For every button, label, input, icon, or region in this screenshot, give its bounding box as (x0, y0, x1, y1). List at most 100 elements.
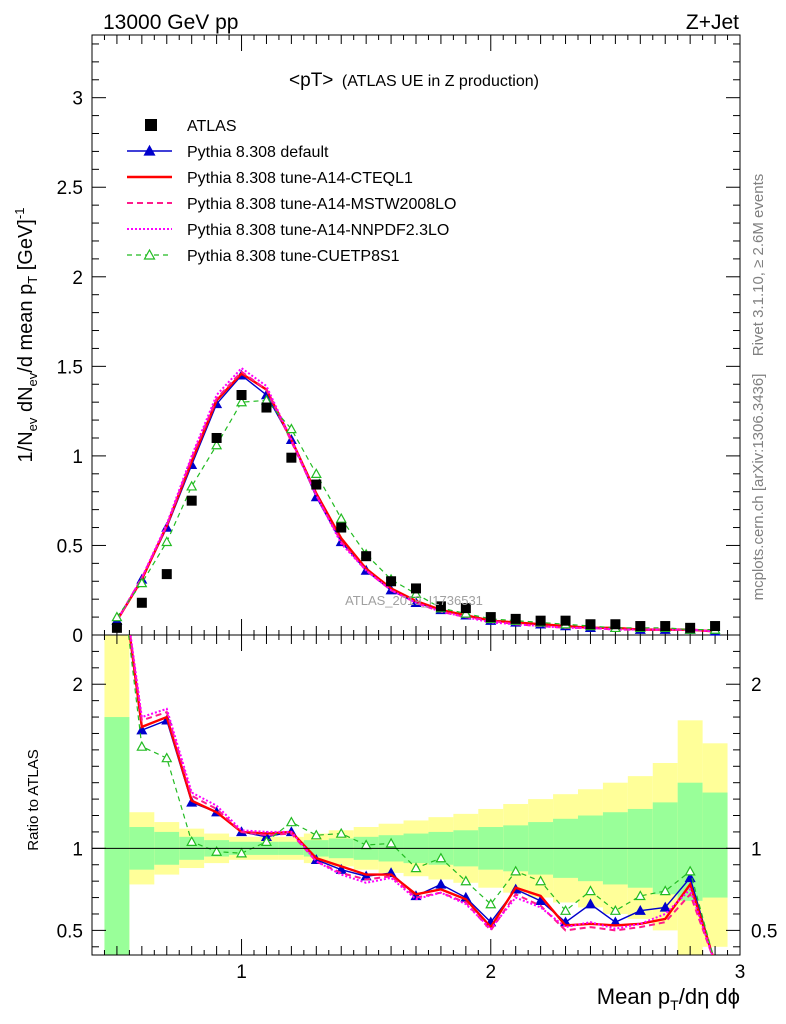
legend-entry-label: Pythia 8.308 tune-A14-CTEQL1 (187, 170, 413, 187)
ratio-series-marker (136, 740, 148, 751)
ratio-series-marker (335, 827, 347, 838)
ratio-y-tick-label: 2 (72, 675, 83, 696)
atlas-data-point (560, 615, 571, 626)
main-series-marker (186, 480, 198, 491)
ratio-series-marker (310, 829, 322, 840)
ratio-series-marker (684, 865, 696, 876)
ratio-series-marker (485, 898, 497, 909)
ratio-series-marker (634, 904, 646, 915)
main-series-marker (335, 512, 347, 523)
x-axis: 1 2 3 (103, 35, 746, 983)
legend-entry-label: Pythia 8.308 tune-A14-NNPDF2.3LO (187, 222, 449, 239)
legend-entry-label: Pythia 8.308 default (187, 144, 329, 161)
atlas-data-point (111, 622, 122, 633)
ratio-series-marker (186, 836, 198, 846)
main-y-tick-label: 3 (72, 89, 83, 110)
atlas-data-point (710, 621, 721, 632)
legend-entry-label: ATLAS (187, 118, 237, 135)
ratio-series-marker (711, 959, 720, 967)
ratio-series-marker (659, 901, 671, 912)
ratio-series-marker (460, 875, 472, 886)
ratio-series-layer (112, 532, 720, 967)
main-y-tick-label: 1.5 (57, 357, 83, 378)
ratio-y-tick-label-right: 2 (751, 675, 762, 696)
header-left-label: 13000 GeV pp (103, 11, 238, 34)
ratio-y-tick-label: 1 (72, 839, 83, 860)
legend-entry-label: Pythia 8.308 tune-CUETP8S1 (187, 248, 400, 265)
atlas-data-point (211, 432, 222, 443)
atlas-data-point (261, 402, 272, 413)
main-series-marker (161, 536, 173, 547)
atlas-data-point (186, 495, 197, 506)
ratio-series-marker (609, 904, 621, 915)
main-y-axis: 0 0.5 1 1.5 2 2.5 3 (57, 43, 740, 647)
x-tick-label: 1 (236, 962, 247, 983)
main-series-marker (211, 439, 223, 450)
ratio-series-clip (112, 532, 720, 967)
ratio-series-marker (211, 845, 223, 856)
ratio-series-marker (112, 532, 121, 540)
ratio-series-marker (711, 959, 720, 967)
ratio-series-line (129, 635, 714, 955)
ratio-band-green (104, 717, 130, 955)
header-right-label: Z+Jet (686, 11, 739, 34)
ratio-y-axis-title: Ratio to ATLAS (25, 749, 42, 850)
ratio-series-marker (535, 875, 547, 886)
plot-title-detail: (ATLAS UE in Z production) (342, 73, 539, 90)
main-y-tick-label: 0.5 (57, 536, 83, 557)
ratio-y-tick-label-right: 1 (751, 839, 762, 860)
atlas-data-point (660, 621, 671, 632)
ratio-y-axis: 0.5 0.5 1 1 2 2 (57, 650, 777, 948)
legend-entry-label: Pythia 8.308 tune-A14-MSTW2008LO (187, 196, 456, 213)
x-axis-title: Mean pT/dη dϕ (597, 984, 740, 1013)
ratio-series-marker (634, 890, 646, 901)
atlas-data-point (510, 613, 521, 624)
atlas-data-point (286, 452, 297, 463)
ratio-series-marker (410, 862, 422, 873)
main-series-marker (310, 468, 322, 479)
main-y-tick-label: 1 (72, 447, 83, 468)
x-tick-label: 2 (485, 962, 496, 983)
ratio-series-marker (236, 847, 248, 858)
atlas-data-point (236, 390, 247, 400)
atlas-data-point (435, 601, 446, 612)
main-series-marker (236, 396, 248, 407)
plot-title-main: <pT> (289, 70, 333, 91)
ratio-series-marker (136, 724, 148, 735)
main-y-tick-label: 0 (72, 626, 83, 647)
ratio-series-marker (560, 904, 572, 915)
ratio-series-marker (260, 836, 272, 846)
atlas-data-point (610, 619, 621, 630)
analysis-watermark: ATLAS_2019_I1736531 (345, 593, 483, 608)
ratio-series-marker (435, 852, 447, 863)
x-tick-label: 3 (735, 962, 746, 983)
ratio-series-marker (659, 885, 671, 896)
legend-atlas-marker (145, 119, 157, 131)
ratio-series-line (128, 635, 714, 955)
ratio-series-marker (161, 752, 173, 763)
atlas-data-point (685, 622, 696, 633)
main-series-layer (111, 366, 721, 636)
legend-marker-swatch (143, 144, 156, 156)
ratio-uncertainty-bands (104, 635, 728, 955)
main-y-tick-label: 2.5 (57, 178, 83, 199)
main-series-line (116, 366, 716, 633)
legend-marker-swatch (143, 248, 156, 260)
ratio-series-marker (435, 878, 447, 889)
atlas-data-point (161, 569, 172, 580)
ratio-series-marker (112, 532, 121, 540)
atlas-data-point (585, 619, 596, 630)
atlas-data-point (311, 479, 322, 490)
ratio-y-tick-label-right: 0.5 (751, 921, 777, 942)
main-y-axis-title: 1/Nev dNev/d mean pT [GeV]-1 (12, 208, 40, 463)
plot-title: <pT> (ATLAS UE in Z production) (289, 70, 539, 91)
legend: ATLAS Pythia 8.308 default Pythia 8.308 tu… (127, 118, 456, 265)
rivet-version-label: Rivet 3.1.10, ≥ 2.6M events (750, 174, 767, 357)
atlas-data-point (485, 612, 496, 623)
atlas-data-point (411, 583, 421, 594)
atlas-data-point (635, 621, 646, 632)
ratio-series-marker (584, 885, 596, 896)
atlas-data-point (386, 576, 397, 587)
ratio-series-marker (584, 898, 596, 909)
